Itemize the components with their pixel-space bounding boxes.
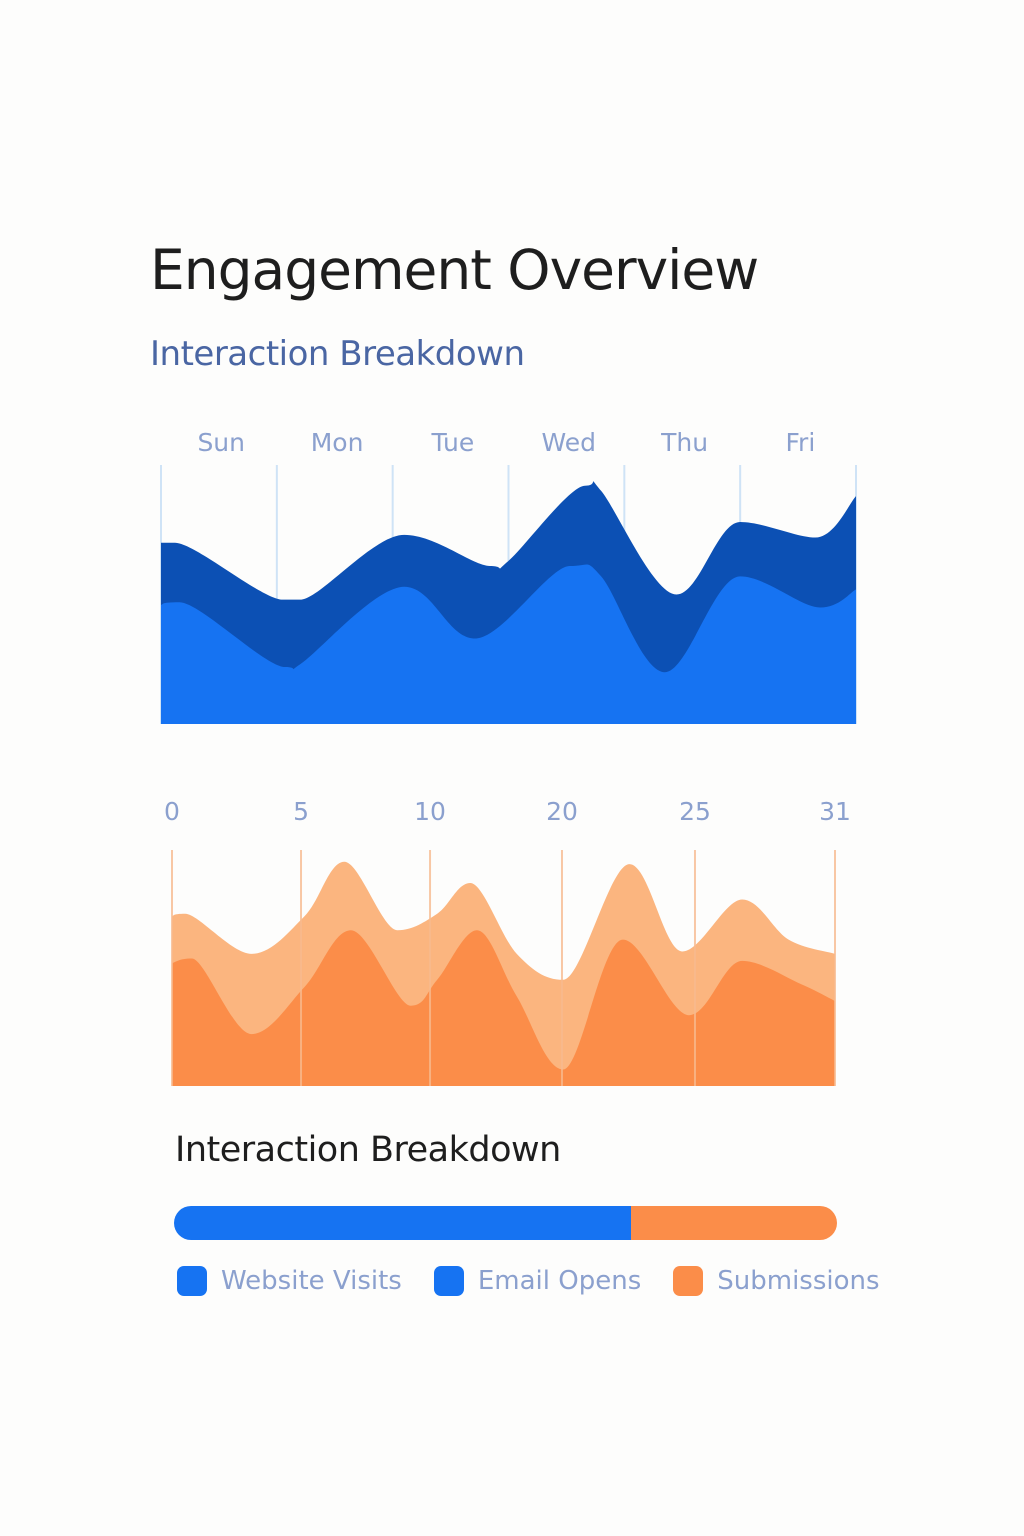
x-tick-label: Fri: [786, 428, 816, 457]
x-tick-label: 10: [414, 797, 446, 826]
legend-item-email-opens: Email Opens: [433, 1266, 642, 1296]
gridlines: [171, 850, 836, 1086]
breakdown-legend: Website Visits Email Opens Submissions: [177, 1266, 912, 1296]
bar-segment-submissions: [631, 1206, 837, 1240]
x-tick-label: Wed: [541, 428, 596, 457]
legend-label: Submissions: [717, 1266, 880, 1296]
breakdown-title: Interaction Breakdown: [175, 1130, 561, 1170]
monthly-area-chart: 0 5 10 20 25 31: [164, 797, 851, 1086]
weekly-area-chart: Sun Mon Tue Wed Thu Fri: [160, 428, 857, 724]
x-tick-label: Sun: [197, 428, 245, 457]
legend-swatch-icon: [433, 1266, 464, 1296]
legend-item-submissions: Submissions: [673, 1266, 880, 1296]
page-subtitle: Interaction Breakdown: [150, 334, 525, 374]
breakdown-bar: [174, 1206, 837, 1240]
x-tick-label: Mon: [311, 428, 364, 457]
area-series-2: [161, 564, 856, 724]
area-series-2: [172, 930, 835, 1086]
x-tick-label: 0: [164, 797, 180, 826]
x-tick-label: 20: [546, 797, 578, 826]
bar-segment-website-visits: [174, 1206, 632, 1240]
page-title: Engagement Overview: [150, 238, 759, 302]
x-tick-label: Tue: [431, 428, 475, 457]
legend-swatch-icon: [177, 1266, 207, 1296]
x-tick-label: 31: [819, 797, 851, 826]
x-tick-label: Thu: [660, 428, 708, 457]
legend-item-website-visits: Website Visits: [177, 1266, 402, 1296]
x-tick-label: 5: [293, 797, 309, 826]
legend-label: Email Opens: [477, 1266, 642, 1296]
x-tick-label: 25: [679, 797, 711, 826]
legend-label: Website Visits: [221, 1266, 402, 1296]
legend-swatch-icon: [673, 1266, 704, 1296]
